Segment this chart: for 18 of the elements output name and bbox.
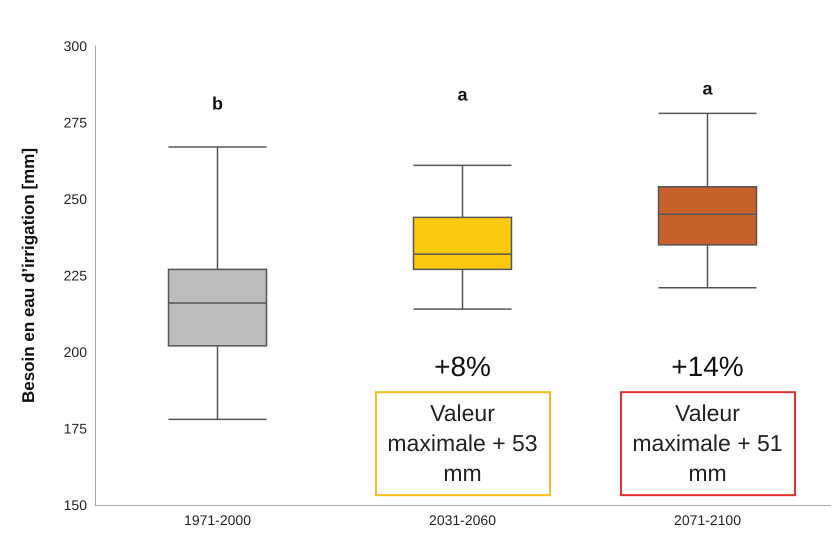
y-tick-label: 275 [64, 114, 88, 130]
annotation: a [457, 84, 468, 106]
y-axis-title: Besoin en eau d’irrigation [mm] [19, 148, 38, 404]
annotation: +8% [434, 351, 491, 384]
note-box: Valeur maximale + 53 mm [374, 390, 550, 497]
annotation: a [702, 78, 713, 100]
y-tick-label: 300 [64, 38, 88, 54]
y-tick-label: 150 [64, 497, 88, 513]
note-box: Valeur maximale + 51 mm [620, 390, 796, 497]
y-tick-label: 175 [64, 420, 88, 436]
annotation: b [212, 94, 223, 115]
x-tick-label: 2071-2100 [674, 512, 742, 528]
annotation: +14% [671, 351, 744, 384]
y-tick-label: 225 [64, 268, 88, 284]
x-tick-label: 1971-2000 [184, 512, 252, 528]
y-tick-label: 250 [64, 191, 88, 207]
x-tick-label: 2031-2060 [429, 512, 496, 528]
y-tick-label: 200 [64, 344, 88, 360]
